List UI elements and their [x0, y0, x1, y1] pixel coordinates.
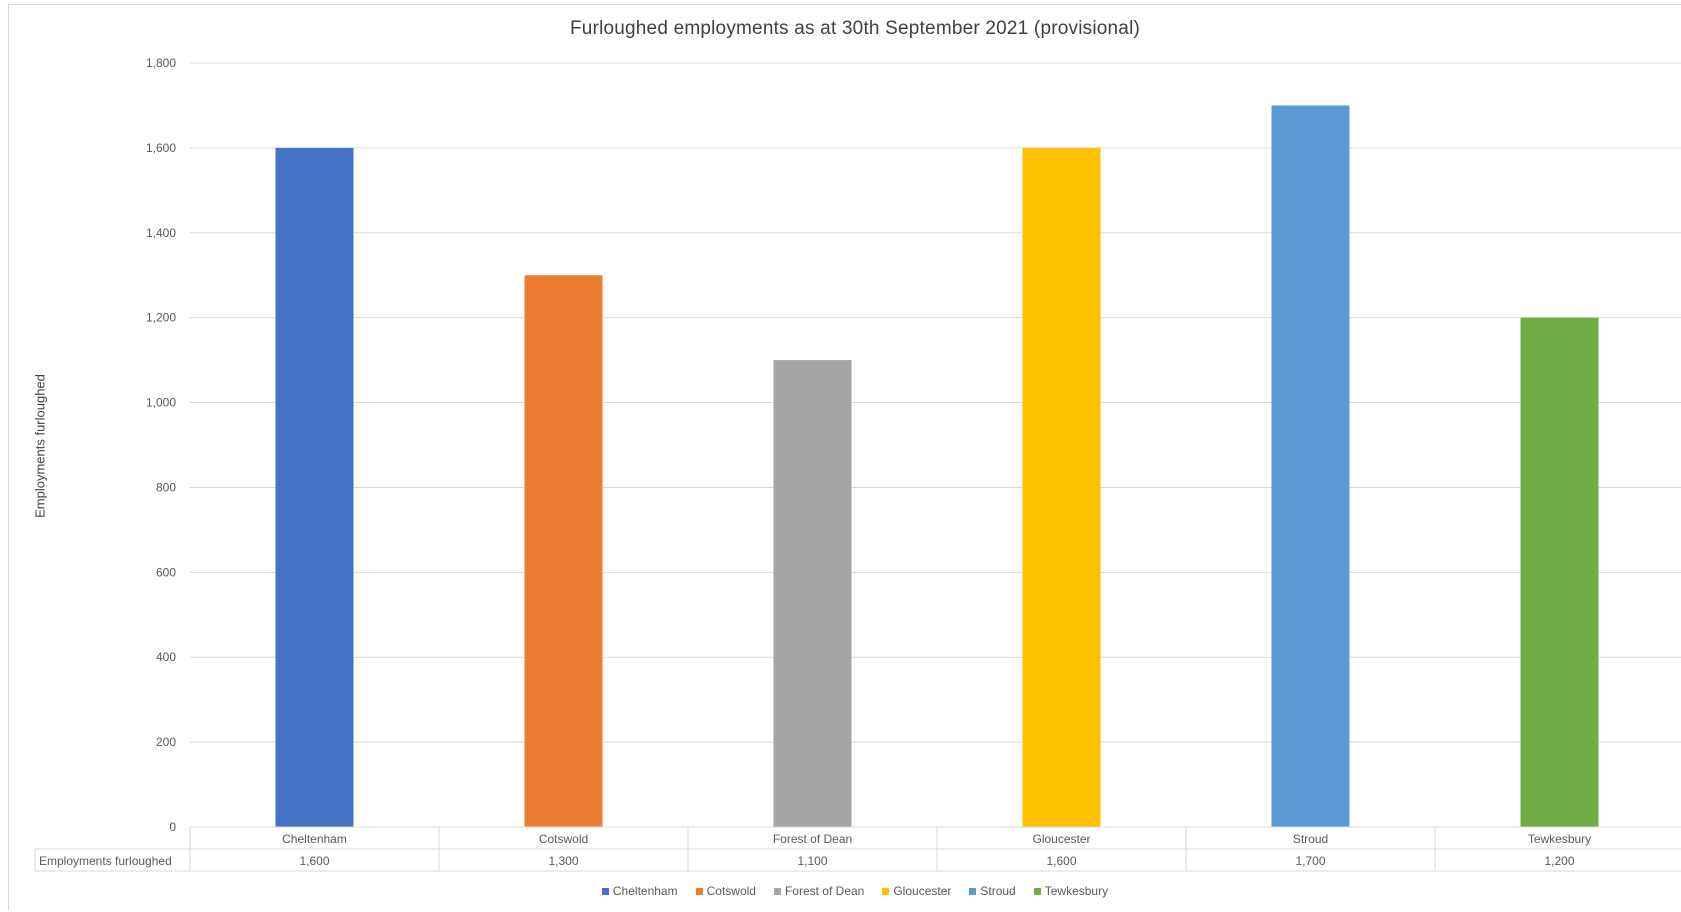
- legend: Cheltenham Cotswold Forest of Dean Gloucest…: [0, 884, 1681, 898]
- x-category-label: Forest of Dean: [773, 832, 852, 846]
- legend-swatch: [1033, 887, 1041, 895]
- chart-title: Furloughed employments as at 30th Septem…: [569, 18, 1141, 39]
- gridlines: [190, 62, 1681, 743]
- y-tick-label: 1,800: [146, 56, 176, 70]
- legend-label: Stroud: [980, 884, 1016, 898]
- legend-label: Tewkesbury: [1044, 884, 1109, 898]
- x-category-label: Stroud: [1293, 832, 1328, 846]
- y-tick-label: 400: [156, 650, 176, 664]
- data-table-value: 1,200: [1544, 854, 1574, 868]
- legend-swatch: [773, 887, 781, 895]
- x-category-label: Gloucester: [1032, 832, 1090, 846]
- legend-swatch: [601, 887, 609, 895]
- bar-forest-of-dean: [773, 360, 852, 827]
- data-table-value: 1,100: [797, 854, 827, 868]
- bars: [275, 105, 1599, 827]
- bar-gloucester: [1022, 147, 1101, 827]
- chart-frame: [8, 4, 1681, 910]
- legend-item: Forest of Dean: [773, 884, 865, 898]
- y-tick-label: 1,600: [146, 141, 176, 155]
- x-category-label: Cheltenham: [282, 832, 347, 846]
- legend-swatch: [882, 887, 890, 895]
- x-category-label: Cotswold: [539, 832, 588, 846]
- y-axis-ticks: 0 200 400 600 800 1,000 1,200 1,400 1,600 1,800: [146, 56, 176, 834]
- legend-item: Tewkesbury: [1033, 884, 1109, 898]
- legend-swatch: [695, 887, 703, 895]
- x-category-label: Tewkesbury: [1528, 832, 1591, 846]
- bar-tewkesbury: [1520, 317, 1599, 827]
- legend-label: Gloucester: [893, 884, 952, 898]
- legend-item: Stroud: [969, 884, 1016, 898]
- y-tick-label: 1,000: [146, 396, 176, 410]
- data-table-value: 1,600: [1046, 854, 1076, 868]
- data-table-value: 1,300: [548, 854, 578, 868]
- bar-cotswold: [524, 275, 603, 827]
- y-tick-label: 200: [156, 735, 176, 749]
- y-tick-label: 0: [169, 820, 176, 834]
- bar-stroud: [1271, 105, 1350, 827]
- legend-label: Cotswold: [706, 884, 756, 898]
- data-table-row-label: Employments furloughed: [39, 854, 172, 868]
- legend-label: Forest of Dean: [784, 884, 865, 898]
- legend-item: Cheltenham: [601, 884, 678, 898]
- legend-item: Gloucester: [882, 884, 951, 898]
- legend-item: Cotswold: [695, 884, 756, 898]
- legend-label: Cheltenham: [612, 884, 678, 898]
- data-table-value: 1,700: [1295, 854, 1325, 868]
- y-tick-label: 1,200: [146, 311, 176, 325]
- data-table-value: 1,600: [299, 854, 329, 868]
- data-table: Cheltenham 1,600 Cotswold 1,300 Forest of De…: [34, 826, 1681, 872]
- legend-swatch: [969, 887, 977, 895]
- y-tick-label: 1,400: [146, 226, 176, 240]
- y-tick-label: 800: [156, 480, 176, 494]
- y-tick-label: 600: [156, 565, 176, 579]
- bar-cheltenham: [275, 147, 354, 827]
